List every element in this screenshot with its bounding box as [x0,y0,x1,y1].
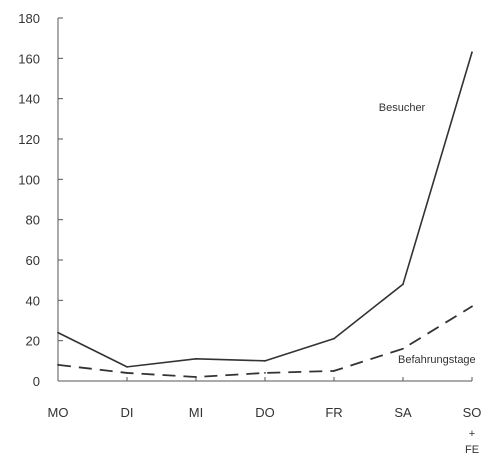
data-point [264,359,266,362]
y-tick-label: 180 [18,11,40,26]
y-tick-label: 140 [18,92,40,107]
series-label: Besucher [379,102,426,114]
series-line-0 [57,52,473,368]
data-point [57,331,59,334]
x-tick-sublabel: + [469,428,475,440]
x-tick-label: MO [48,405,69,420]
x-tick-label: SO [463,405,482,420]
data-point [57,363,59,366]
data-point [402,283,404,286]
data-point [471,305,473,308]
data-point [402,347,404,350]
series-layer [57,51,473,378]
series-line-1 [57,305,473,378]
y-tick-label: 80 [26,213,40,228]
x-tick-label: SA [394,405,412,420]
data-point [126,372,128,374]
data-point [333,370,335,372]
data-point [264,372,266,374]
y-tick-label: 160 [18,51,40,66]
x-axis: MO DI MI DO FR SA SO + FE [48,377,482,456]
data-point [471,51,473,54]
y-tick-label: 120 [18,132,40,147]
data-point [126,365,128,368]
data-point [195,376,197,378]
series-labels: Besucher Befahrungstage [379,102,476,366]
x-tick-label: DO [255,405,275,420]
x-tick-label: MI [189,405,203,420]
y-tick-label: 60 [26,253,40,268]
data-point [195,357,197,360]
y-tick-label: 40 [26,293,40,308]
y-tick-label: 20 [26,334,40,349]
data-point [333,337,335,340]
x-tick-label: DI [121,405,134,420]
y-tick-label: 100 [18,172,40,187]
x-tick-sublabel: FE [465,444,479,456]
series-label: Befahrungstage [398,354,476,366]
y-axis: 0 20 40 60 80 100 120 140 160 180 [18,11,63,389]
y-tick-label: 0 [33,374,40,389]
x-tick-label: FR [325,405,342,420]
